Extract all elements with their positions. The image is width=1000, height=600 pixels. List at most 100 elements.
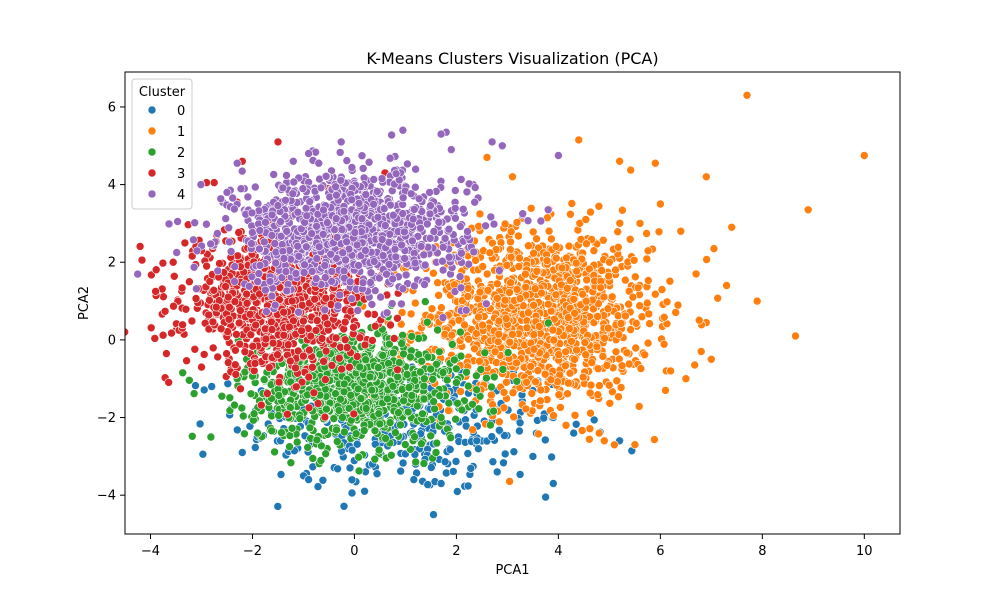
point-cluster-3 (158, 330, 168, 340)
point-cluster-4 (196, 180, 206, 189)
point-cluster-4 (481, 221, 490, 231)
point-cluster-4 (391, 252, 401, 262)
point-cluster-2 (331, 389, 340, 398)
point-cluster-1 (690, 360, 700, 370)
point-cluster-1 (482, 269, 492, 279)
point-cluster-1 (529, 248, 538, 258)
point-cluster-3 (349, 409, 359, 419)
point-cluster-4 (213, 229, 222, 238)
point-cluster-1 (529, 330, 539, 339)
point-cluster-4 (366, 268, 376, 278)
point-cluster-1 (631, 343, 641, 353)
point-cluster-2 (434, 347, 444, 357)
point-cluster-4 (425, 234, 435, 243)
point-cluster-4 (410, 182, 420, 192)
x-tick-label: 10 (856, 544, 873, 559)
point-cluster-1 (565, 276, 575, 285)
point-cluster-2 (346, 390, 356, 400)
point-cluster-4 (243, 192, 253, 202)
point-cluster-3 (291, 363, 300, 373)
point-cluster-3 (231, 345, 240, 355)
point-cluster-3 (352, 352, 362, 361)
point-cluster-0 (451, 457, 461, 466)
point-cluster-1 (633, 283, 643, 293)
point-cluster-4 (164, 219, 174, 229)
point-cluster-2 (476, 365, 486, 374)
point-cluster-4 (385, 230, 395, 239)
x-tick-label: 4 (554, 544, 562, 559)
point-cluster-4 (470, 197, 480, 207)
point-cluster-4 (289, 177, 299, 187)
point-cluster-1 (593, 312, 602, 321)
point-cluster-2 (415, 367, 425, 377)
point-cluster-1 (572, 266, 581, 276)
point-cluster-4 (469, 247, 479, 257)
point-cluster-4 (247, 272, 257, 282)
point-cluster-4 (379, 204, 389, 213)
point-cluster-2 (444, 398, 454, 408)
point-cluster-1 (709, 244, 719, 253)
point-cluster-1 (483, 286, 493, 295)
point-cluster-1 (526, 362, 536, 371)
point-cluster-1 (613, 311, 623, 321)
point-cluster-1 (605, 257, 614, 267)
point-cluster-4 (369, 200, 378, 209)
point-cluster-0 (313, 482, 323, 491)
point-cluster-2 (462, 367, 471, 377)
point-cluster-1 (593, 364, 603, 374)
point-cluster-1 (597, 266, 607, 275)
point-cluster-1 (791, 331, 800, 341)
point-cluster-1 (485, 248, 495, 258)
point-cluster-3 (334, 353, 344, 363)
point-cluster-1 (502, 260, 512, 270)
point-cluster-4 (461, 305, 471, 315)
point-cluster-4 (420, 280, 429, 289)
point-cluster-4 (339, 206, 349, 216)
point-cluster-1 (514, 262, 524, 271)
point-cluster-4 (397, 299, 406, 309)
point-cluster-4 (267, 291, 277, 301)
point-cluster-3 (321, 293, 331, 303)
point-cluster-4 (341, 255, 350, 265)
point-cluster-1 (508, 388, 518, 398)
point-cluster-0 (472, 436, 482, 446)
point-cluster-3 (162, 349, 171, 358)
point-cluster-4 (278, 247, 288, 256)
point-cluster-3 (287, 296, 297, 306)
point-cluster-2 (295, 414, 305, 423)
point-cluster-1 (592, 342, 602, 352)
point-cluster-1 (659, 339, 669, 349)
point-cluster-1 (494, 417, 504, 427)
point-cluster-1 (434, 290, 443, 300)
point-cluster-3 (209, 285, 219, 295)
point-cluster-1 (522, 377, 531, 387)
point-cluster-1 (859, 151, 869, 160)
x-tick-label: −2 (243, 544, 262, 559)
point-cluster-1 (512, 358, 521, 368)
point-cluster-3 (168, 257, 178, 267)
point-cluster-1 (509, 412, 519, 422)
point-cluster-4 (312, 222, 321, 231)
point-cluster-4 (244, 281, 254, 291)
point-cluster-1 (656, 199, 665, 209)
point-cluster-1 (567, 199, 577, 208)
point-cluster-3 (256, 400, 266, 410)
point-cluster-1 (475, 209, 485, 219)
point-cluster-3 (213, 352, 222, 362)
point-cluster-3 (185, 277, 194, 287)
point-cluster-1 (650, 435, 659, 444)
point-cluster-2 (489, 372, 499, 382)
point-cluster-4 (225, 237, 234, 247)
x-tick-label: 0 (350, 544, 358, 559)
point-cluster-1 (406, 309, 416, 319)
point-cluster-3 (393, 313, 402, 323)
point-cluster-1 (586, 207, 595, 217)
point-cluster-2 (394, 358, 404, 367)
point-cluster-2 (456, 327, 465, 337)
point-cluster-1 (630, 440, 640, 450)
point-cluster-3 (345, 362, 354, 372)
point-cluster-1 (593, 390, 603, 400)
point-cluster-1 (624, 299, 633, 309)
point-cluster-4 (281, 267, 291, 276)
point-cluster-0 (345, 463, 355, 473)
